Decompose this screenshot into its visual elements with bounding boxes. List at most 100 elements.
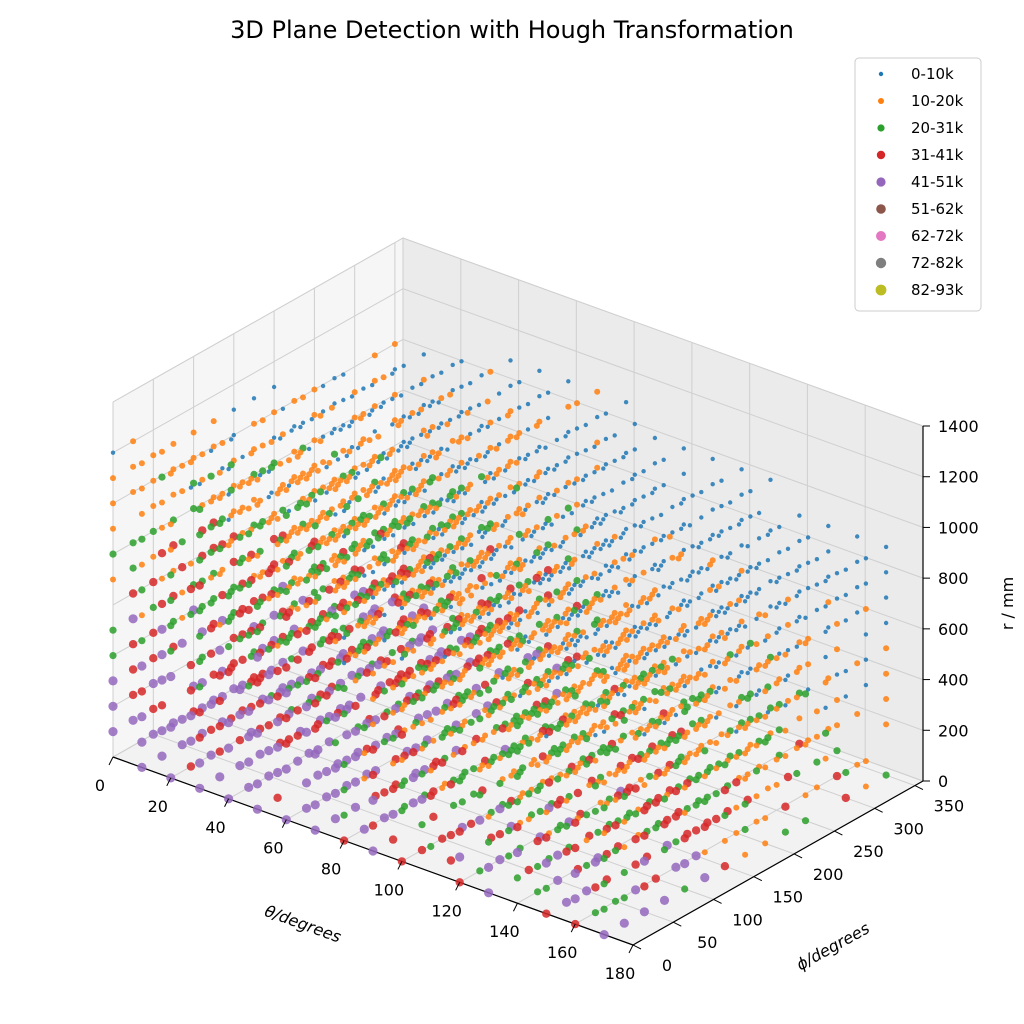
data-point-0-10k <box>748 565 753 570</box>
data-point-10-20k <box>484 550 491 557</box>
data-point-10-20k <box>603 724 610 731</box>
data-point-10-20k <box>651 536 658 543</box>
data-point-0-10k <box>560 565 566 570</box>
data-point-41-51k <box>368 846 378 856</box>
data-point-41-51k <box>215 645 225 655</box>
data-point-10-20k <box>389 548 396 555</box>
data-point-10-20k <box>369 483 376 490</box>
data-point-0-10k <box>341 660 347 666</box>
data-point-10-20k <box>586 706 593 712</box>
data-point-20-31k <box>427 842 435 851</box>
data-point-41-51k <box>330 763 340 773</box>
data-point-10-20k <box>361 623 368 630</box>
data-point-0-10k <box>526 639 531 644</box>
data-point-10-20k <box>190 454 197 461</box>
data-point-10-20k <box>528 659 535 666</box>
data-point-0-10k <box>442 654 447 659</box>
data-point-0-10k <box>863 657 869 662</box>
data-point-0-10k <box>476 402 482 408</box>
data-point-0-10k <box>728 627 733 632</box>
data-point-20-31k <box>744 694 752 702</box>
data-point-31-41k <box>732 778 741 787</box>
data-point-10-20k <box>456 676 463 683</box>
data-point-0-10k <box>653 622 658 628</box>
data-point-31-41k <box>538 752 548 761</box>
data-point-20-31k <box>446 492 454 500</box>
data-point-0-10k <box>661 559 666 564</box>
data-point-31-41k <box>380 712 389 721</box>
data-point-41-51k <box>177 714 187 724</box>
data-point-0-10k <box>592 444 597 449</box>
data-point-10-20k <box>632 734 639 741</box>
data-point-41-51k <box>310 825 320 835</box>
data-point-10-20k <box>566 717 573 724</box>
data-point-20-31k <box>400 650 409 658</box>
data-point-41-51k <box>368 795 378 805</box>
legend-marker <box>878 71 884 77</box>
data-point-41-51k <box>177 740 187 750</box>
data-point-20-31k <box>196 657 204 666</box>
data-point-10-20k <box>580 654 587 661</box>
data-point-10-20k <box>615 767 622 774</box>
data-point-10-20k <box>159 575 165 582</box>
data-point-10-20k <box>337 477 344 484</box>
data-point-20-31k <box>245 580 253 589</box>
data-point-0-10k <box>699 515 704 520</box>
data-point-20-31k <box>746 639 755 647</box>
data-point-10-20k <box>582 574 589 581</box>
data-point-20-31k <box>701 797 709 806</box>
data-point-20-31k <box>660 846 669 854</box>
data-point-10-20k <box>386 476 393 483</box>
data-point-10-20k <box>626 759 633 766</box>
r-tick-label: 0 <box>938 772 948 791</box>
data-point-31-41k <box>293 731 302 740</box>
data-point-10-20k <box>421 538 428 545</box>
data-point-0-10k <box>465 461 470 466</box>
data-point-0-10k <box>745 569 750 574</box>
data-point-41-51k <box>177 638 187 648</box>
data-point-10-20k <box>551 542 558 549</box>
data-point-10-20k <box>343 478 350 485</box>
data-point-0-10k <box>710 456 715 462</box>
data-point-41-51k <box>512 847 523 858</box>
data-point-20-31k <box>383 556 391 564</box>
data-point-10-20k <box>623 763 630 770</box>
data-point-10-20k <box>496 542 503 549</box>
data-point-10-20k <box>488 657 495 664</box>
data-point-10-20k <box>412 542 419 548</box>
data-point-20-31k <box>343 629 351 638</box>
data-point-10-20k <box>588 676 595 683</box>
data-point-10-20k <box>664 715 671 722</box>
data-point-0-10k <box>468 457 473 462</box>
data-point-0-10k <box>685 628 690 634</box>
data-point-20-31k <box>360 724 368 732</box>
data-point-0-10k <box>855 534 860 539</box>
data-point-10-20k <box>485 712 492 719</box>
data-point-10-20k <box>453 519 460 526</box>
data-point-10-20k <box>825 599 832 606</box>
data-point-0-10k <box>523 507 528 512</box>
data-point-0-10k <box>517 380 522 385</box>
data-point-0-10k <box>676 632 681 637</box>
data-point-10-20k <box>390 659 397 666</box>
data-point-41-51k <box>455 852 465 862</box>
data-point-10-20k <box>661 770 668 777</box>
data-point-41-51k <box>310 749 320 759</box>
data-point-10-20k <box>482 580 489 587</box>
data-point-10-20k <box>482 656 489 663</box>
data-point-10-20k <box>470 562 477 569</box>
data-point-31-41k <box>571 843 580 853</box>
data-point-0-10k <box>543 521 548 526</box>
data-point-20-31k <box>339 624 347 632</box>
data-point-0-10k <box>742 599 748 604</box>
data-point-10-20k <box>669 605 676 612</box>
data-point-0-10k <box>376 459 381 465</box>
data-point-10-20k <box>391 391 398 398</box>
data-point-31-41k <box>562 847 571 856</box>
data-point-10-20k <box>265 519 272 526</box>
data-point-10-20k <box>370 721 376 728</box>
data-point-10-20k <box>672 686 679 693</box>
data-point-0-10k <box>777 600 782 606</box>
data-point-0-10k <box>734 602 739 607</box>
data-point-10-20k <box>640 595 647 601</box>
